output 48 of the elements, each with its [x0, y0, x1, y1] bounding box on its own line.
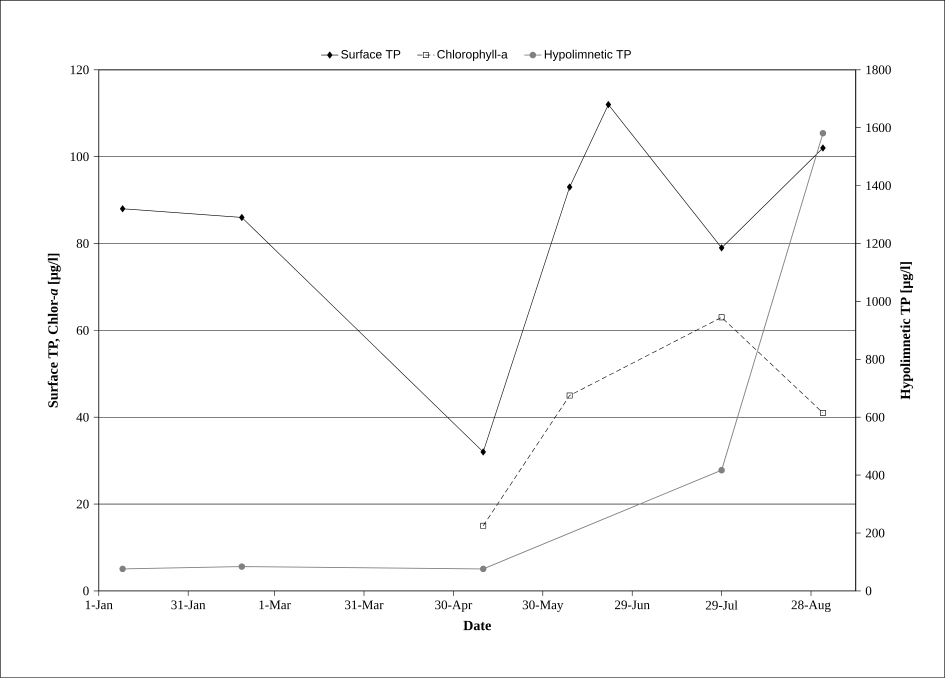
- point: [820, 410, 826, 416]
- y2-tick-label: 800: [866, 354, 884, 364]
- point: [566, 184, 572, 191]
- point: [718, 244, 724, 252]
- y2-tick-label: 1600: [866, 123, 891, 132]
- y-tick-label: 40: [76, 412, 89, 422]
- y2-axis-title: Hypolimnetic TP [µg/l]: [900, 262, 914, 400]
- y-axis-title: Surface TP, Chlor-a [µg/l]: [48, 254, 61, 408]
- x-tick-label: 1-Jan: [86, 600, 113, 610]
- y-tick-label: 80: [76, 239, 89, 248]
- point: [119, 566, 126, 572]
- point: [480, 448, 486, 456]
- legend-label: Surface TP: [341, 50, 400, 59]
- y2-tick-label: 1200: [866, 239, 891, 248]
- point: [566, 392, 573, 398]
- point: [718, 466, 725, 474]
- point: [820, 130, 826, 137]
- y2-tick-label: 1400: [866, 181, 891, 190]
- y2-tick-label: 1800: [866, 65, 891, 74]
- legend-label: Chlorophyll-a: [437, 50, 508, 61]
- y2-tick-label: 400: [866, 470, 884, 480]
- x-tick-label: 29-Jul: [706, 600, 738, 610]
- x-axis-title: Date: [463, 620, 491, 630]
- x-tick-label: 30-May: [522, 600, 564, 612]
- y2-tick-label: 200: [866, 528, 884, 538]
- y-tick-label: 100: [70, 152, 89, 162]
- x-tick-label: 28-Aug: [792, 600, 831, 612]
- y2-tick-label: 600: [866, 412, 884, 422]
- y2-tick-label: 1000: [866, 297, 891, 306]
- point: [239, 214, 245, 222]
- y-tick-label: 20: [76, 500, 89, 509]
- x-tick-label: 31-Mar: [345, 600, 384, 610]
- y-tick-label: 0: [83, 586, 89, 596]
- point: [480, 522, 486, 529]
- point: [238, 563, 246, 570]
- y-tick-label: 120: [70, 65, 89, 74]
- y2-tick-label: 0: [866, 586, 872, 596]
- x-tick-label: 31-Jan: [171, 600, 206, 610]
- point: [820, 144, 826, 152]
- point: [480, 566, 486, 572]
- x-tick-label: 29-Jun: [615, 600, 650, 610]
- point: [120, 205, 126, 212]
- point: [718, 314, 725, 320]
- point: [606, 101, 612, 108]
- x-tick-label: 30-Apr: [435, 600, 472, 612]
- x-tick-label: 1-Mar: [259, 600, 291, 610]
- legend-label: Hypolimnetic TP: [544, 50, 631, 61]
- y-tick-label: 60: [76, 326, 89, 335]
